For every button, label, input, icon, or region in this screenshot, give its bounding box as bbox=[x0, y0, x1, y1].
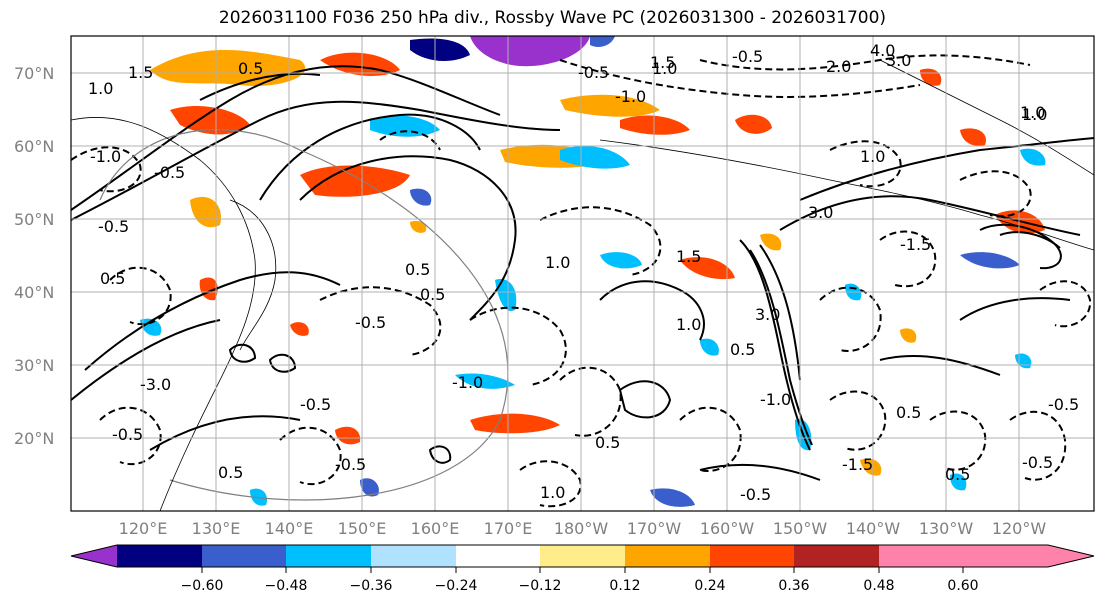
colorbar-tick-label: −0.12 bbox=[519, 578, 562, 594]
latitude-labels: 70°N 60°N 50°N 40°N 30°N 20°N bbox=[14, 64, 54, 448]
gridlines bbox=[71, 36, 1094, 511]
contour-labels: 1.5 1.0 0.5 -0.5 -1.0 1.0 1.5 2.0 3.0 4.… bbox=[88, 41, 1079, 504]
colorbar-segment bbox=[879, 545, 963, 567]
colorbar: −0.60 −0.48 −0.36 −0.24 −0.12 0.12 0.24 … bbox=[70, 544, 1095, 594]
colorbar-segment bbox=[540, 545, 625, 567]
contour-label: 0.5 bbox=[218, 463, 243, 482]
lon-label: 150°E bbox=[338, 519, 387, 538]
lon-label: 130°W bbox=[919, 519, 974, 538]
lat-label: 30°N bbox=[14, 356, 54, 375]
contour-label: 0.5 bbox=[945, 465, 970, 484]
lon-label: 180°W bbox=[554, 519, 609, 538]
contour-label: 1.0 bbox=[1022, 105, 1047, 124]
colorbar-tick-label: 0.36 bbox=[778, 578, 809, 594]
contour-label: 0.5 bbox=[595, 433, 620, 452]
lat-label: 70°N bbox=[14, 64, 54, 83]
colorbar-segment bbox=[286, 545, 371, 567]
contour-label: 2.0 bbox=[826, 57, 851, 76]
contour-label: 1.0 bbox=[545, 253, 570, 272]
colorbar-tick-label: −0.48 bbox=[265, 578, 308, 594]
lat-label: 50°N bbox=[14, 210, 54, 229]
contour-label: -0.5 bbox=[740, 485, 771, 504]
contour-label: -1.5 bbox=[900, 235, 931, 254]
contour-label: -0.5 bbox=[98, 217, 129, 236]
lon-label: 160°E bbox=[411, 519, 460, 538]
lon-label: 120°E bbox=[119, 519, 168, 538]
contour-label: -0.5 bbox=[1048, 395, 1079, 414]
contour-label: -0.5 bbox=[1022, 453, 1053, 472]
colorbar-ticks bbox=[201, 567, 964, 573]
contour-label: 1.0 bbox=[676, 315, 701, 334]
contour-label: -1.0 bbox=[615, 87, 646, 106]
longitude-labels: 120°E 130°E 140°E 150°E 160°E 170°E 180°… bbox=[119, 519, 1047, 538]
negative-contours bbox=[71, 54, 1092, 508]
contour-label: 1.0 bbox=[1020, 103, 1045, 122]
colorbar-tick-label: 0.12 bbox=[609, 578, 640, 594]
map-area: 1.5 1.0 0.5 -0.5 -1.0 1.0 1.5 2.0 3.0 4.… bbox=[71, 36, 1094, 511]
lon-label: 160°W bbox=[700, 519, 755, 538]
lon-label: 150°W bbox=[773, 519, 828, 538]
colorbar-tick-label: 0.48 bbox=[863, 578, 894, 594]
contour-label: -0.5 bbox=[112, 425, 143, 444]
colorbar-segment bbox=[456, 545, 540, 567]
contour-label: 0.5 bbox=[420, 285, 445, 304]
contour-label: -1.0 bbox=[452, 373, 483, 392]
colorbar-tick-label: 0.60 bbox=[947, 578, 978, 594]
colorbar-tick-label: 0.24 bbox=[694, 578, 725, 594]
contour-label: 4.0 bbox=[870, 41, 895, 60]
lon-label: 120°W bbox=[992, 519, 1047, 538]
contour-label: 1.0 bbox=[88, 79, 113, 98]
colorbar-tick-label: −0.60 bbox=[181, 578, 224, 594]
contour-label: -0.5 bbox=[300, 395, 331, 414]
contour-label: 3.0 bbox=[755, 305, 780, 324]
colorbar-segment bbox=[625, 545, 710, 567]
colorbar-tick-label: −0.36 bbox=[350, 578, 393, 594]
map-frame bbox=[70, 35, 1095, 512]
lon-label: 170°W bbox=[627, 519, 682, 538]
reference-circle bbox=[99, 129, 509, 501]
contour-label: 1.5 bbox=[650, 53, 675, 72]
colorbar-outline bbox=[70, 544, 1095, 568]
lon-label: 130°E bbox=[192, 519, 241, 538]
lat-label: 60°N bbox=[14, 137, 54, 156]
contour-label: -1.0 bbox=[760, 390, 791, 409]
colorbar-segment bbox=[202, 545, 286, 567]
colorbar-tick-label: −0.24 bbox=[435, 578, 478, 594]
contour-label: 1.0 bbox=[860, 147, 885, 166]
colorbar-extend-low bbox=[71, 545, 117, 567]
contour-label: -1.0 bbox=[90, 147, 121, 166]
contour-label: -0.5 bbox=[355, 313, 386, 332]
lon-label: 170°E bbox=[484, 519, 533, 538]
contour-label: -0.5 bbox=[578, 63, 609, 82]
colorbar-segment bbox=[794, 545, 879, 567]
lon-label: 140°W bbox=[846, 519, 901, 538]
lon-label: 140°E bbox=[265, 519, 314, 538]
lat-label: 20°N bbox=[14, 429, 54, 448]
contour-label: 1.5 bbox=[676, 247, 701, 266]
contour-label: 1.0 bbox=[540, 483, 565, 502]
contour-label: 3.0 bbox=[886, 51, 911, 70]
contour-label: 0.5 bbox=[730, 340, 755, 359]
contour-label: 0.5 bbox=[896, 403, 921, 422]
contour-label: 0.5 bbox=[238, 59, 263, 78]
contour-label: -3.0 bbox=[140, 375, 171, 394]
contour-label: 1.5 bbox=[128, 63, 153, 82]
map-title: 2026031100 F036 250 hPa div., Rossby Wav… bbox=[218, 8, 887, 28]
contour-label: 0.5 bbox=[100, 269, 125, 288]
colorbar-segment bbox=[710, 545, 794, 567]
contour-label: 0.5 bbox=[405, 260, 430, 279]
contour-label: -1.5 bbox=[842, 455, 873, 474]
divergence-negative-shading bbox=[140, 36, 1046, 507]
lat-label: 40°N bbox=[14, 283, 54, 302]
contour-label: -0.5 bbox=[335, 455, 366, 474]
colorbar-segment bbox=[371, 545, 456, 567]
colorbar-extend-high bbox=[963, 545, 1094, 567]
colorbar-segment bbox=[117, 545, 202, 567]
coastlines bbox=[71, 59, 1094, 511]
contour-label: -0.5 bbox=[154, 163, 185, 182]
contour-label: -0.5 bbox=[732, 47, 763, 66]
contour-label: 1.0 bbox=[652, 59, 677, 78]
contour-label: 3.0 bbox=[808, 203, 833, 222]
